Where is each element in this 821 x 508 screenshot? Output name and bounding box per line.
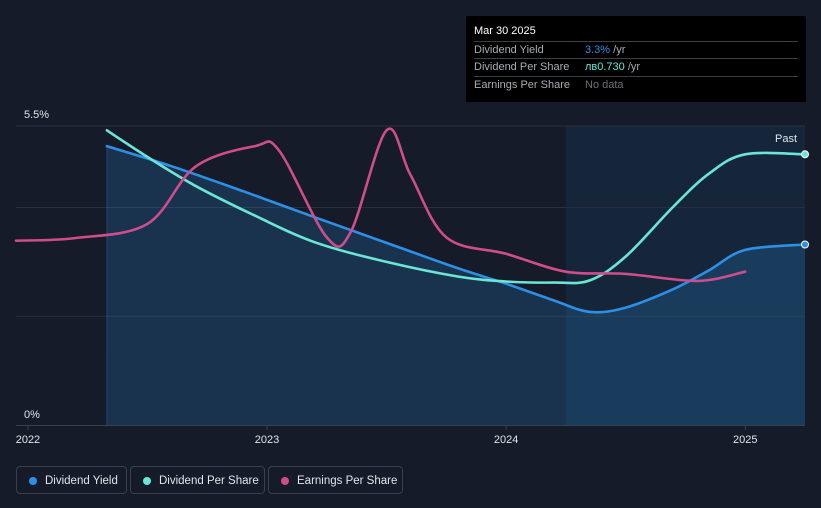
legend-label: Dividend Yield <box>45 475 118 487</box>
legend-dividend-yield[interactable]: Dividend Yield <box>16 466 127 494</box>
tooltip-label: Dividend Yield <box>474 44 544 56</box>
tooltip-label: Dividend Per Share <box>474 61 570 73</box>
tooltip-date: Mar 30 2025 <box>474 25 536 37</box>
legend-earnings-per-share[interactable]: Earnings Per Share <box>268 466 403 494</box>
tooltip-value: лв0.730 /yr <box>585 61 641 73</box>
x-tick-label: 2025 <box>733 434 757 446</box>
tooltip-row-earnings-per-share: Earnings Per Share No data <box>474 76 798 94</box>
dividend-yield-end-marker <box>801 240 809 249</box>
dividend-yield-line <box>105 144 807 314</box>
dividend-yield-area <box>106 146 805 425</box>
dividend-per-share-end-marker <box>801 150 809 159</box>
tooltip-row-dividend-per-share: Dividend Per Share лв0.730 /yr <box>474 58 798 76</box>
legend-dot-icon <box>29 477 37 485</box>
dividend-per-share-line <box>105 129 807 285</box>
x-tick-label: 2024 <box>494 434 518 446</box>
legend-label: Dividend Per Share <box>159 475 259 487</box>
legend-label: Earnings Per Share <box>297 475 398 487</box>
y-axis-label-bottom: 0% <box>24 409 40 421</box>
legend-dividend-per-share[interactable]: Dividend Per Share <box>130 466 265 494</box>
tooltip-value: No data <box>585 79 624 91</box>
legend-dot-icon <box>281 477 289 485</box>
x-tick-label: 2023 <box>255 434 279 446</box>
legend-dot-icon <box>143 477 151 485</box>
earnings-per-share-line <box>14 127 747 283</box>
hover-tooltip: Mar 30 2025 Dividend Yield 3.3% /yr Divi… <box>466 16 806 102</box>
tooltip-label: Earnings Per Share <box>474 79 570 91</box>
tooltip-value: 3.3% /yr <box>585 44 626 56</box>
past-label: Past <box>775 133 797 145</box>
y-axis-label-top: 5.5% <box>24 109 49 121</box>
tooltip-row-dividend-yield: Dividend Yield 3.3% /yr <box>474 41 798 59</box>
forecast-region <box>565 126 805 425</box>
x-tick-label: 2022 <box>16 434 40 446</box>
